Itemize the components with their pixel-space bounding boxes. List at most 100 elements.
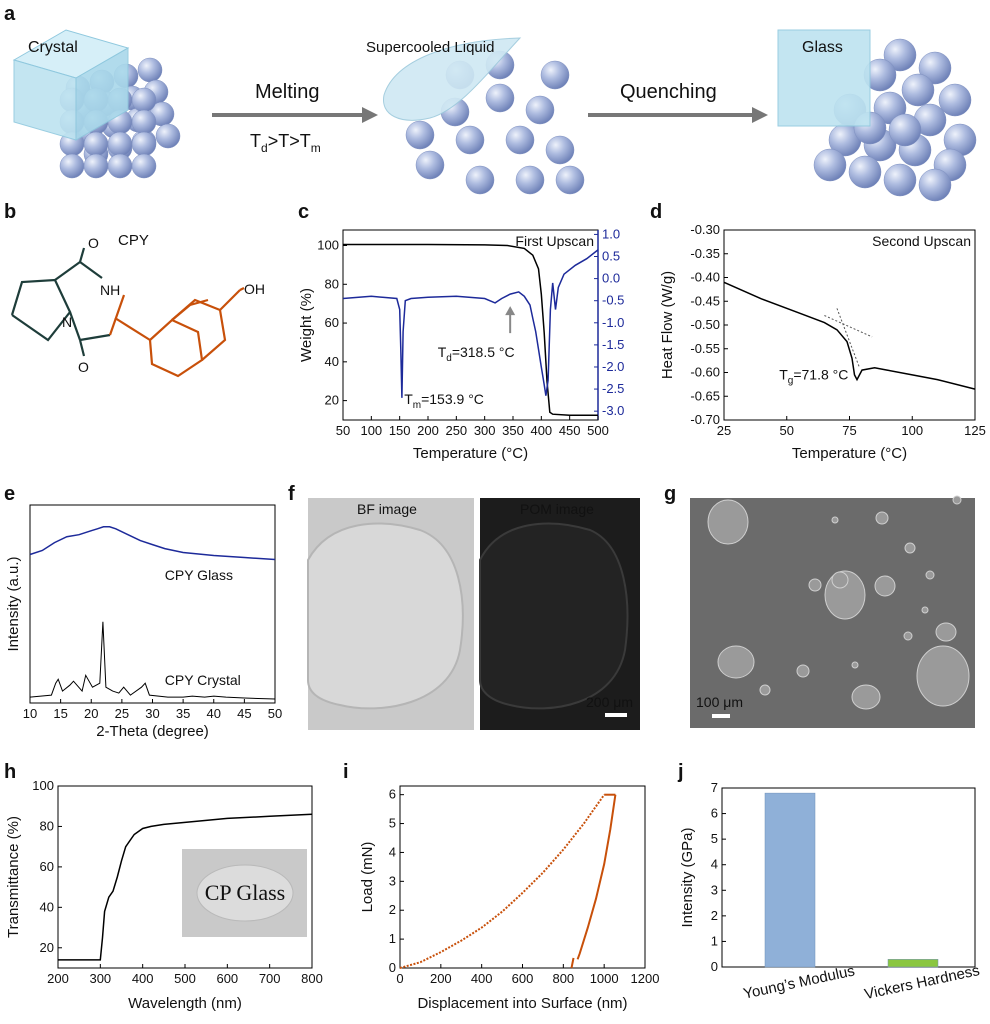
y2-tick-label: -2.5 bbox=[602, 381, 624, 396]
y-tick-label: 0 bbox=[389, 960, 396, 975]
y-tick-label: -0.65 bbox=[690, 388, 720, 403]
x-tick-label: 500 bbox=[174, 971, 196, 986]
y-axis-label: Load (mN) bbox=[359, 842, 376, 913]
y-tick-label: 2 bbox=[711, 908, 718, 923]
y-axis-label: Heat Flow (W/g) bbox=[659, 271, 676, 379]
y-axis-label: Intensity (GPa) bbox=[679, 827, 696, 927]
crystal-pattern bbox=[29, 621, 276, 700]
panel-f-label: f bbox=[288, 483, 295, 505]
y-tick-label: -0.35 bbox=[690, 246, 720, 261]
liquid-atom bbox=[465, 165, 495, 195]
panel-a-label: a bbox=[4, 3, 16, 25]
microsphere bbox=[759, 684, 771, 696]
glass-atom bbox=[848, 155, 882, 189]
microsphere bbox=[903, 631, 913, 641]
panel-b-label: b bbox=[4, 201, 16, 223]
y-tick-label: -0.45 bbox=[690, 293, 720, 308]
liquid-atom bbox=[525, 95, 555, 125]
unloading-curve bbox=[576, 794, 617, 960]
x-tick-label: 35 bbox=[176, 706, 190, 721]
panel-h-label: h bbox=[4, 761, 16, 783]
y2-tick-label: 1.0 bbox=[602, 226, 620, 241]
liquid-atom bbox=[405, 120, 435, 150]
panel-i-label: i bbox=[343, 761, 349, 783]
y-tick-label: 20 bbox=[40, 940, 54, 955]
y-tick-label: 0 bbox=[711, 959, 718, 974]
x-tick-label: 45 bbox=[237, 706, 251, 721]
pom-droplet bbox=[479, 522, 629, 710]
crystal-label: Crystal bbox=[28, 39, 78, 56]
x-tick-label: 450 bbox=[559, 423, 581, 438]
microsphere bbox=[851, 684, 881, 710]
y-tick-label: 1 bbox=[389, 931, 396, 946]
tm-annotation-value: =153.9 °C bbox=[421, 391, 484, 407]
y2-tick-label: -0.5 bbox=[602, 293, 624, 308]
crystal-pattern-label: CPY Crystal bbox=[165, 672, 241, 688]
panel-j: j 0 1 2 3 4 5 6 7 Young’s Modulus Vickers Hardness… bbox=[677, 761, 981, 1003]
y-axis-label: Intensity (a.u.) bbox=[5, 556, 22, 651]
y-tick-label: 7 bbox=[711, 780, 718, 795]
panel-i: i 0 200 400 600 800 1000 1200 0 1 2 3 4 5 6 Displacemen… bbox=[343, 761, 659, 1012]
x-tick-label: 75 bbox=[842, 423, 856, 438]
glass-atom bbox=[883, 38, 917, 72]
crystal-atom bbox=[131, 109, 157, 135]
y-tick-label: 3 bbox=[711, 882, 718, 897]
x-tick-label: 300 bbox=[474, 423, 496, 438]
carbonyl-o-bottom: O bbox=[78, 359, 89, 375]
td-annotation-sub: d bbox=[446, 353, 452, 364]
tyrosine-fragment bbox=[108, 287, 245, 378]
y-tick-label: -0.70 bbox=[690, 412, 720, 427]
panel-g-label: g bbox=[664, 483, 676, 505]
x-tick-label: 500 bbox=[587, 423, 609, 438]
panel-g: g 100 μm bbox=[664, 483, 975, 728]
n-label: N bbox=[62, 314, 72, 330]
glass-label: Glass bbox=[802, 39, 843, 56]
x-tick-label: 50 bbox=[268, 706, 282, 721]
x-tick-label: 0 bbox=[396, 971, 403, 986]
liquid-atom bbox=[545, 135, 575, 165]
microsphere bbox=[831, 571, 849, 589]
glass-pattern-label: CPY Glass bbox=[165, 567, 233, 583]
y-tick-label: 3 bbox=[389, 873, 396, 888]
y-tick-label: -0.55 bbox=[690, 341, 720, 356]
microsphere bbox=[925, 570, 935, 580]
x-tick-label: 10 bbox=[23, 706, 37, 721]
melting-condition: Td>T>Tm bbox=[250, 131, 321, 155]
tg-annotation-t: T bbox=[779, 367, 788, 383]
y-tick-label: -0.50 bbox=[690, 317, 720, 332]
baseline-tangent bbox=[824, 315, 873, 338]
panel-b: b CPY O NH N O OH bbox=[4, 201, 265, 378]
liquid-atom bbox=[485, 83, 515, 113]
x-tick-label: 200 bbox=[430, 971, 452, 986]
x-tick-label: 300 bbox=[89, 971, 111, 986]
x-tick-label: 400 bbox=[530, 423, 552, 438]
x-tick-label: 200 bbox=[47, 971, 69, 986]
panel-e: e 10 15 20 25 30 35 40 45 50 CPY Glass CPY Crystal 2… bbox=[4, 483, 282, 740]
liquid-atom bbox=[540, 60, 570, 90]
y-tick-label: 40 bbox=[40, 899, 54, 914]
x-axis-label: Displacement into Surface (nm) bbox=[417, 995, 627, 1012]
category-label: Young’s Modulus bbox=[742, 962, 856, 1002]
crystal-atom bbox=[131, 131, 157, 157]
y2-tick-label: -2.0 bbox=[602, 359, 624, 374]
y-tick-label: 5 bbox=[711, 831, 718, 846]
td-annotation: Td=318.5 °C bbox=[438, 344, 515, 364]
y-tick-label: -0.30 bbox=[690, 222, 720, 237]
x-tick-label: 800 bbox=[552, 971, 574, 986]
glass-pattern bbox=[29, 526, 276, 561]
liquid-label: Supercooled Liquid bbox=[366, 39, 494, 56]
x-tick-label: 25 bbox=[717, 423, 731, 438]
x-tick-label: 1000 bbox=[590, 971, 619, 986]
loading-curve bbox=[399, 794, 606, 969]
microsphere bbox=[707, 499, 749, 545]
y-tick-label: 4 bbox=[711, 857, 718, 872]
glass-sample bbox=[196, 864, 294, 922]
inset-label: CP Glass bbox=[205, 880, 285, 905]
x-tick-label: 15 bbox=[53, 706, 67, 721]
pom-label: POM image bbox=[520, 501, 594, 517]
f-scale-label: 200 μm bbox=[586, 694, 633, 710]
glass-atom bbox=[888, 113, 922, 147]
f-scale-bar bbox=[605, 713, 627, 717]
y-axis-label: Weight (%) bbox=[298, 288, 315, 362]
